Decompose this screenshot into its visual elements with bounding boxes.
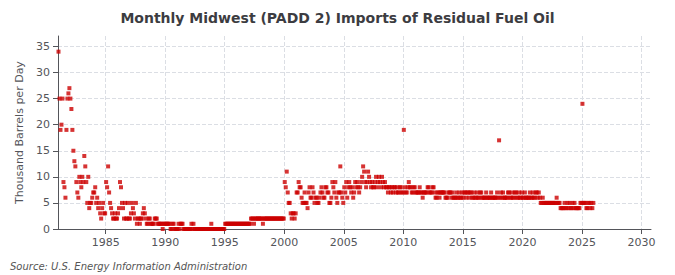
svg-text:1985: 1985 — [92, 236, 120, 249]
svg-text:2030: 2030 — [627, 236, 655, 249]
svg-text:10: 10 — [36, 170, 50, 183]
svg-text:Monthly Midwest (PADD 2) Impor: Monthly Midwest (PADD 2) Imports of Resi… — [120, 10, 554, 26]
svg-text:2025: 2025 — [568, 236, 596, 249]
svg-text:2020: 2020 — [508, 236, 536, 249]
svg-text:2005: 2005 — [330, 236, 358, 249]
svg-text:1995: 1995 — [211, 236, 239, 249]
svg-text:5: 5 — [43, 196, 50, 209]
svg-text:15: 15 — [36, 144, 50, 157]
svg-text:20: 20 — [36, 118, 50, 131]
svg-text:0: 0 — [43, 223, 50, 236]
svg-text:1990: 1990 — [151, 236, 179, 249]
svg-text:2010: 2010 — [389, 236, 417, 249]
svg-text:30: 30 — [36, 66, 50, 79]
svg-text:35: 35 — [36, 40, 50, 53]
svg-text:Thousand Barrels per Day: Thousand Barrels per Day — [13, 61, 26, 205]
svg-text:Source: U.S. Energy Informatio: Source: U.S. Energy Information Administ… — [10, 261, 247, 272]
svg-text:2015: 2015 — [449, 236, 477, 249]
svg-text:2000: 2000 — [270, 236, 298, 249]
svg-text:25: 25 — [36, 92, 50, 105]
